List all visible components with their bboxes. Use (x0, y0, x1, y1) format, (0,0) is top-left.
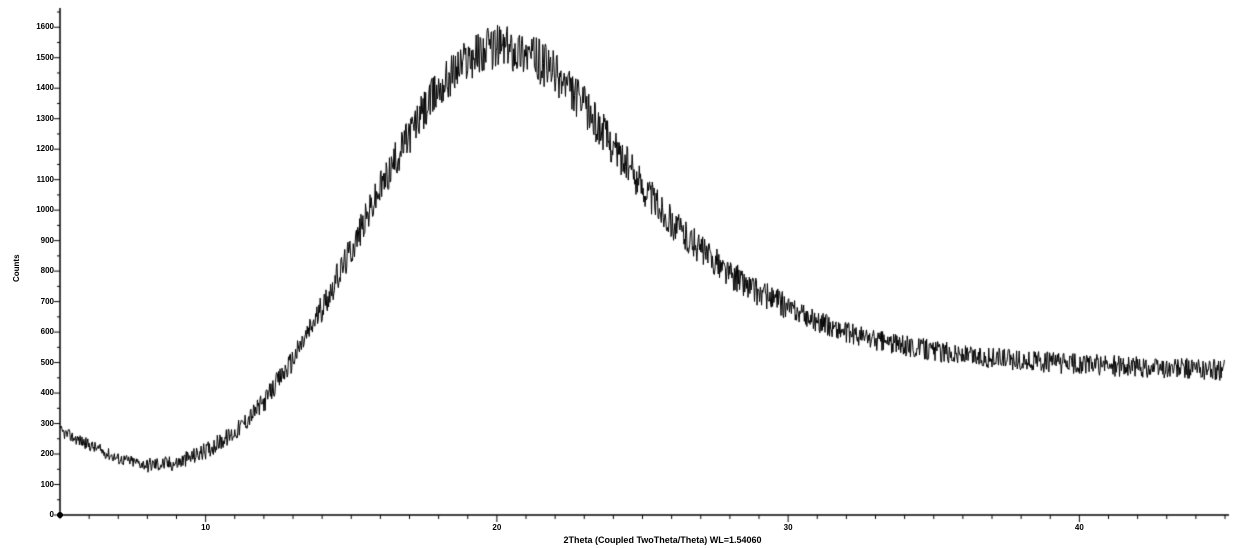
y-tick-label: 1200 (26, 144, 54, 153)
y-tick-label: 1000 (26, 205, 54, 214)
y-tick-label: 700 (26, 297, 54, 306)
y-tick-label: 400 (26, 388, 54, 397)
y-tick-label: 1100 (26, 175, 54, 184)
y-tick-label: 500 (26, 358, 54, 367)
y-tick-label: 1500 (26, 53, 54, 62)
xrd-chart: Counts 2Theta (Coupled TwoTheta/Theta) W… (0, 0, 1239, 548)
y-tick-label: 1400 (26, 83, 54, 92)
y-tick-label: 600 (26, 327, 54, 336)
x-tick-label: 10 (196, 523, 216, 532)
y-tick-label: 300 (26, 419, 54, 428)
y-tick-label: 800 (26, 266, 54, 275)
y-tick-label: 200 (26, 449, 54, 458)
x-tick-label: 20 (487, 523, 507, 532)
x-tick-label: 30 (778, 523, 798, 532)
plot-canvas (0, 0, 1239, 548)
x-axis-label: 2Theta (Coupled TwoTheta/Theta) WL=1.540… (533, 535, 793, 545)
y-tick-label: 1300 (26, 114, 54, 123)
y-tick-label: 100 (26, 480, 54, 489)
y-tick-label: 900 (26, 236, 54, 245)
x-tick-label: 40 (1069, 523, 1089, 532)
y-tick-label: 0 (26, 510, 54, 519)
y-axis-label: Counts (12, 254, 21, 282)
origin-marker (57, 512, 63, 518)
y-tick-label: 1600 (26, 22, 54, 31)
